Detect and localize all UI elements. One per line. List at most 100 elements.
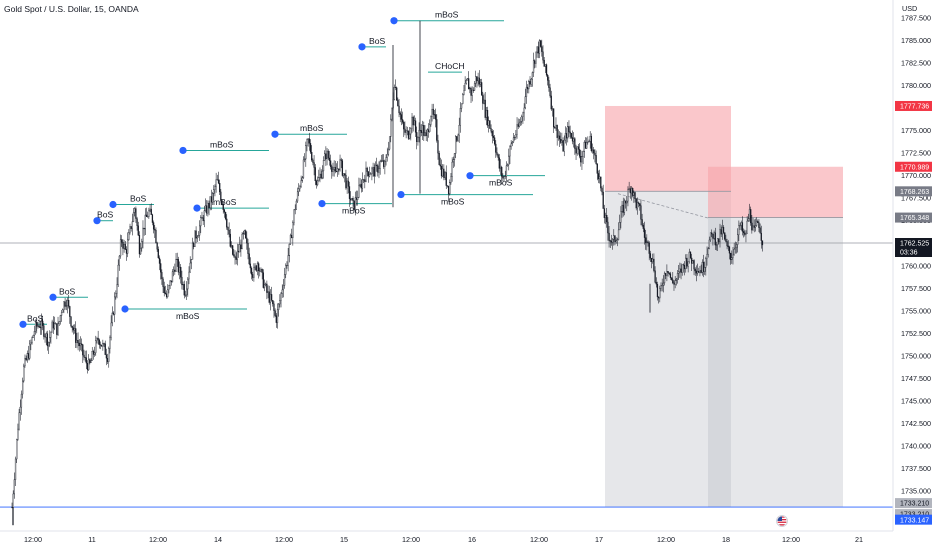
candle-bull [29, 343, 31, 359]
candle-bull [111, 312, 113, 324]
candle-bear [542, 51, 544, 61]
candle-bear [537, 46, 539, 54]
candle-bull [333, 166, 335, 170]
candle-bull [59, 315, 62, 322]
candle-bear [138, 234, 141, 255]
candle-bull [167, 289, 169, 297]
candle-bull [288, 243, 290, 256]
candle-bull [242, 232, 244, 235]
candle-bear [667, 271, 669, 273]
candle-bull [465, 80, 467, 84]
candle-bear [181, 276, 183, 286]
candle-bull [293, 209, 295, 223]
candle-bull [701, 261, 703, 273]
candle-bear [648, 242, 650, 254]
x-tick-label: 21 [855, 535, 863, 544]
candle-bull [47, 342, 50, 347]
candle-bull [93, 352, 96, 355]
candle-bear [377, 165, 379, 173]
candle-bear [312, 159, 314, 163]
y-tick-label: 1775.000 [901, 126, 931, 135]
candle-bull [354, 197, 357, 210]
structure-marker [390, 17, 398, 25]
price-axis[interactable]: USD 1787.500 1785.000 1782.500 1780.000 1777… [892, 0, 932, 550]
candle-bear [545, 64, 548, 76]
candle-bear [345, 174, 347, 189]
candle-bull [134, 208, 136, 213]
candle-bear [629, 188, 631, 194]
x-tick-label: 18 [722, 535, 730, 544]
candle-bear [89, 359, 91, 363]
candle-bear [240, 244, 242, 250]
candle-bear [219, 183, 221, 193]
candle-bull [604, 215, 607, 219]
candle-bull [260, 269, 262, 272]
candle-bull [615, 240, 617, 243]
candle-bear [416, 132, 418, 142]
candle-bear [562, 140, 564, 152]
candle-bear [726, 241, 728, 247]
y-tick-label: 1750.000 [901, 351, 931, 360]
candle-bear [497, 154, 499, 158]
candle-bear [686, 257, 688, 267]
candle-bull [488, 120, 490, 126]
candle-bear [693, 260, 695, 270]
candle-bear [602, 191, 604, 209]
candle-bear [92, 351, 95, 355]
price-label-text: 1762.525 [900, 241, 929, 248]
candle-bear [220, 191, 222, 201]
us-flag-icon[interactable] [776, 515, 788, 527]
candle-bear [608, 232, 610, 241]
candle-bull [535, 51, 537, 64]
candle-bear [443, 168, 445, 178]
candle-bull [374, 164, 377, 177]
candle-bear [570, 132, 572, 138]
candle-bear [156, 242, 158, 250]
candle-bull [413, 120, 416, 126]
candle-bull [253, 267, 255, 278]
candle-bull [37, 325, 39, 327]
candle-bear [673, 282, 675, 285]
candle-bull [459, 108, 462, 126]
candle-bull [21, 380, 24, 395]
candle-bull [307, 138, 309, 140]
candle-bull [109, 337, 111, 349]
candle-bull [626, 200, 628, 204]
candle-bull [732, 254, 734, 258]
candle-bull [485, 109, 487, 118]
candle-bear [308, 138, 310, 144]
candle-bear [71, 325, 73, 328]
candle-bear [694, 268, 696, 272]
candle-bull [169, 280, 171, 286]
candle-bull [583, 141, 585, 152]
candle-bull [532, 60, 535, 73]
candle-bull [551, 108, 554, 110]
candle-bull [33, 331, 36, 336]
candle-bull [444, 172, 446, 178]
candle-bear [433, 114, 436, 116]
candle-bear [69, 306, 71, 317]
candle-bear [414, 120, 417, 133]
candle-bear [334, 166, 336, 172]
candle-bear [595, 155, 597, 165]
candle-bear [496, 152, 498, 155]
candle-bear [36, 321, 38, 327]
candle-bull [731, 257, 733, 260]
candle-bull [299, 186, 301, 189]
candle-bull [589, 135, 591, 142]
candle-bull [190, 259, 192, 264]
candle-bull [506, 164, 509, 166]
candle-bull [368, 174, 371, 177]
candle-bear [423, 125, 425, 136]
candle-bull [319, 173, 321, 178]
candle-bear [375, 164, 378, 166]
candle-bull [198, 225, 201, 236]
y-tick-label: 1767.500 [901, 194, 931, 203]
time-axis[interactable]: 12:00 11 12:00 14 12:00 15 12:00 16 12:00 17 12:00… [0, 530, 893, 544]
candle-bull [200, 217, 202, 227]
candle-bull [523, 107, 525, 114]
candle-bull [305, 145, 307, 160]
y-tick-label: 1787.500 [901, 14, 931, 23]
candle-bear [193, 242, 195, 248]
